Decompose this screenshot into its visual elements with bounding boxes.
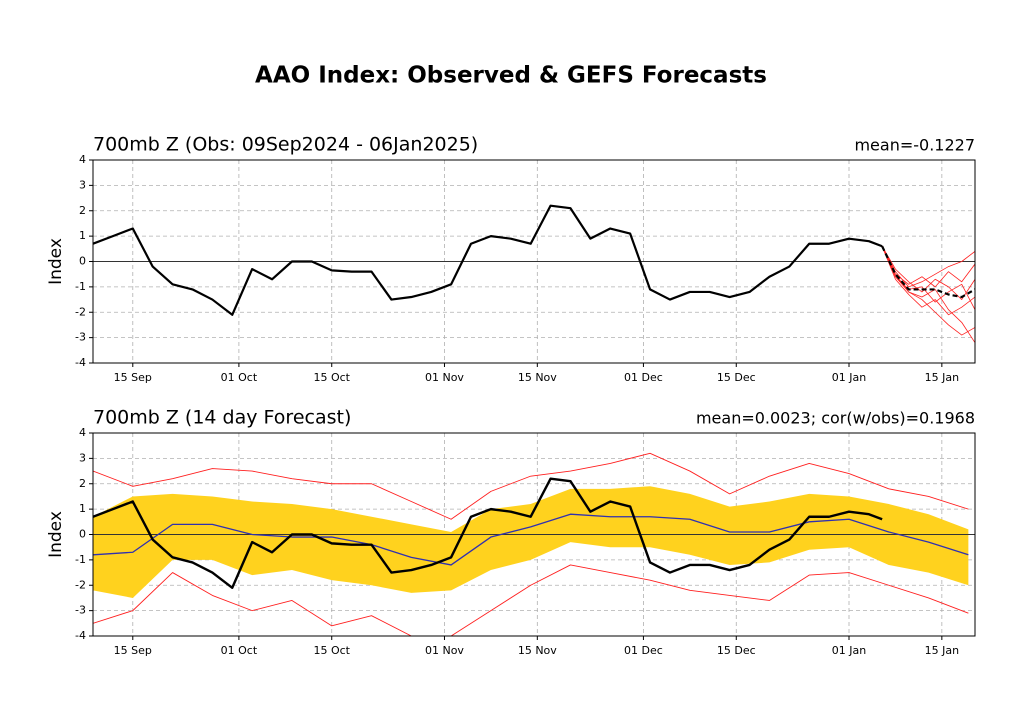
- x-tick-label: 01 Jan: [832, 644, 866, 657]
- x-tick-label: 01 Oct: [221, 644, 258, 657]
- panel-title: 700mb Z (14 day Forecast): [93, 407, 351, 429]
- y-tick-label: 3: [79, 178, 86, 191]
- x-tick-label: 15 Nov: [518, 644, 557, 657]
- axes-frame: [92, 159, 976, 364]
- panel-annotation: mean=0.0023; cor(w/obs)=0.1968: [696, 409, 975, 428]
- y-tick-label: 2: [79, 204, 86, 217]
- y-tick-label: 4: [79, 153, 86, 166]
- x-tick-label: 15 Dec: [717, 644, 756, 657]
- x-tick-label: 15 Sep: [114, 371, 152, 384]
- x-tick-label: 15 Oct: [313, 371, 350, 384]
- x-tick-label: 01 Dec: [624, 371, 663, 384]
- series-line: [881, 246, 975, 310]
- y-tick-label: 0: [79, 255, 86, 268]
- x-tick-label: 15 Jan: [925, 644, 959, 657]
- x-tick-label: 15 Dec: [717, 371, 756, 384]
- series-line: [93, 477, 883, 589]
- x-tick-label: 15 Sep: [114, 644, 152, 657]
- y-axis-label: Index: [46, 238, 66, 285]
- figure-title: AAO Index: Observed & GEFS Forecasts: [255, 63, 767, 89]
- series-line: [93, 452, 969, 520]
- spread-band: [93, 486, 969, 598]
- y-tick-label: -1: [75, 553, 86, 566]
- y-tick-label: -4: [75, 356, 86, 369]
- axes-frame: [92, 432, 976, 637]
- panel-annotation: mean=-0.1227: [854, 136, 975, 155]
- plot-area: [93, 452, 975, 636]
- series-line: [93, 204, 883, 316]
- y-tick-label: -2: [75, 578, 86, 591]
- x-tick-label: 15 Nov: [518, 371, 557, 384]
- panel-title: 700mb Z (Obs: 09Sep2024 - 06Jan2025): [93, 134, 478, 156]
- y-tick-label: 1: [79, 229, 86, 242]
- y-tick-label: 2: [79, 477, 86, 490]
- y-tick-label: -4: [75, 629, 86, 642]
- x-tick-label: 01 Dec: [624, 644, 663, 657]
- x-tick-label: 01 Jan: [832, 371, 866, 384]
- series-line: [881, 246, 975, 300]
- plot-area: [93, 204, 975, 343]
- series-line: [881, 246, 975, 288]
- x-tick-label: 01 Oct: [221, 371, 258, 384]
- series-line: [93, 513, 969, 566]
- y-tick-label: -3: [75, 604, 86, 617]
- y-tick-label: 1: [79, 502, 86, 515]
- y-tick-label: 3: [79, 451, 86, 464]
- y-axis-label: Index: [46, 511, 66, 558]
- x-tick-label: 15 Jan: [925, 371, 959, 384]
- y-tick-label: 0: [79, 528, 86, 541]
- y-tick-label: 4: [79, 426, 86, 439]
- series-line: [881, 246, 975, 316]
- y-tick-label: -3: [75, 331, 86, 344]
- series-line: [881, 245, 975, 299]
- series-line: [93, 564, 969, 636]
- x-tick-label: 15 Oct: [313, 644, 350, 657]
- y-tick-label: -1: [75, 280, 86, 293]
- y-tick-label: -2: [75, 305, 86, 318]
- x-tick-label: 01 Nov: [425, 644, 464, 657]
- x-tick-label: 01 Nov: [425, 371, 464, 384]
